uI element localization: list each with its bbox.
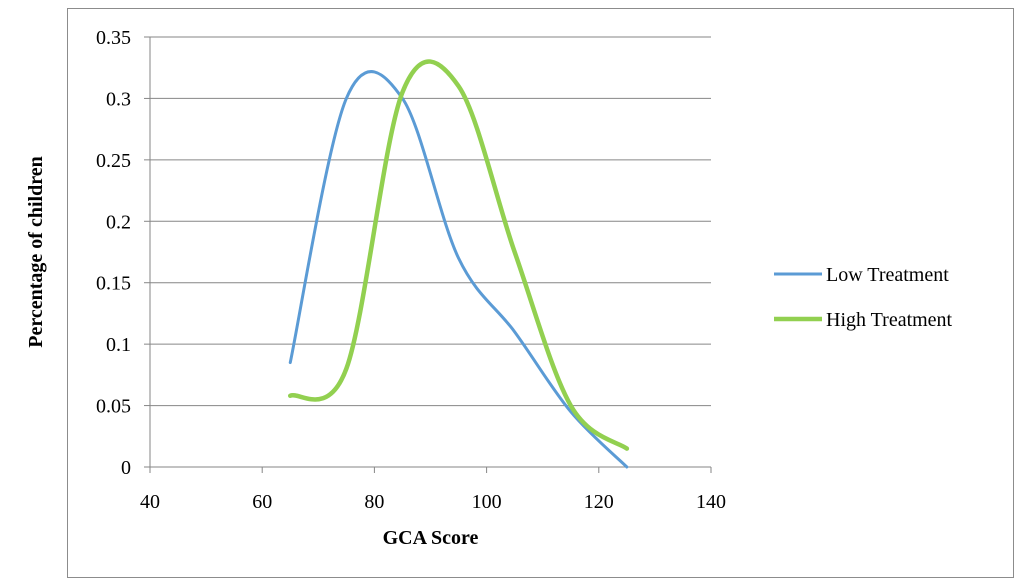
series-line-2 (288, 59, 630, 451)
y-tick-label: 0.35 (96, 27, 131, 49)
y-tick-label: 0.25 (96, 150, 131, 172)
x-tick-label: 100 (472, 491, 502, 513)
y-tick-label: 0.2 (106, 211, 131, 233)
series-line-1 (288, 70, 629, 469)
x-axis-title: GCA Score (383, 527, 479, 549)
y-tick-label: 0.15 (96, 273, 131, 295)
y-tick-label: 0.1 (106, 334, 131, 356)
y-tick-label: 0.3 (106, 88, 131, 110)
x-tick-label: 40 (140, 491, 160, 513)
y-axis-title: Percentage of children (25, 156, 47, 347)
chart-area (67, 8, 1014, 578)
x-tick-label: 140 (696, 491, 726, 513)
x-tick-label: 60 (252, 491, 272, 513)
x-tick-label: 80 (364, 491, 384, 513)
legend-label: High Treatment (826, 309, 953, 331)
legend-label: Low Treatment (826, 264, 949, 286)
y-tick-label: 0.05 (96, 396, 131, 418)
y-tick-label: 0 (121, 457, 131, 479)
x-tick-label: 120 (584, 491, 614, 513)
